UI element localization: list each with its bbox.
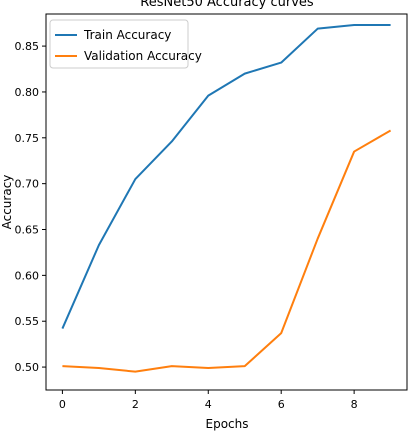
y-tick-label: 0.80	[15, 86, 40, 99]
x-axis-title: Epochs	[206, 417, 249, 431]
y-tick-label: 0.85	[15, 40, 40, 53]
y-tick-label: 0.70	[15, 178, 40, 191]
plot-frame	[45, 13, 408, 391]
ticks-layer: 0 2 4 6 8 0.50 0.55 0.60 0.65 0.70 0.75 0.80 0.85	[15, 40, 358, 411]
legend-label-validation: Validation Accuracy	[84, 49, 202, 63]
x-tick-label: 6	[278, 398, 285, 411]
x-tick-label: 0	[59, 398, 66, 411]
legend-label-train: Train Accuracy	[83, 28, 171, 42]
x-tick-label: 4	[205, 398, 212, 411]
plot-area: 0 2 4 6 8 0.50 0.55 0.60 0.65 0.70 0.75 0.80 0.85	[15, 13, 408, 411]
y-tick-label: 0.65	[15, 224, 40, 237]
legend: Train Accuracy Validation Accuracy	[49, 19, 202, 69]
y-axis-title: Accuracy	[0, 175, 14, 230]
y-tick-label: 0.75	[15, 132, 40, 145]
y-tick-label: 0.60	[15, 269, 40, 282]
series-line-train-accuracy	[61, 24, 391, 329]
chart-title: ResNet50 Accuracy curves	[140, 0, 314, 10]
y-tick-label: 0.50	[15, 361, 40, 374]
y-tick-label: 0.55	[15, 315, 40, 328]
series-line-validation-accuracy	[62, 129, 392, 373]
series-layer	[61, 24, 392, 373]
x-tick-label: 2	[132, 398, 139, 411]
x-tick-label: 8	[351, 398, 358, 411]
legend-box	[49, 19, 189, 69]
